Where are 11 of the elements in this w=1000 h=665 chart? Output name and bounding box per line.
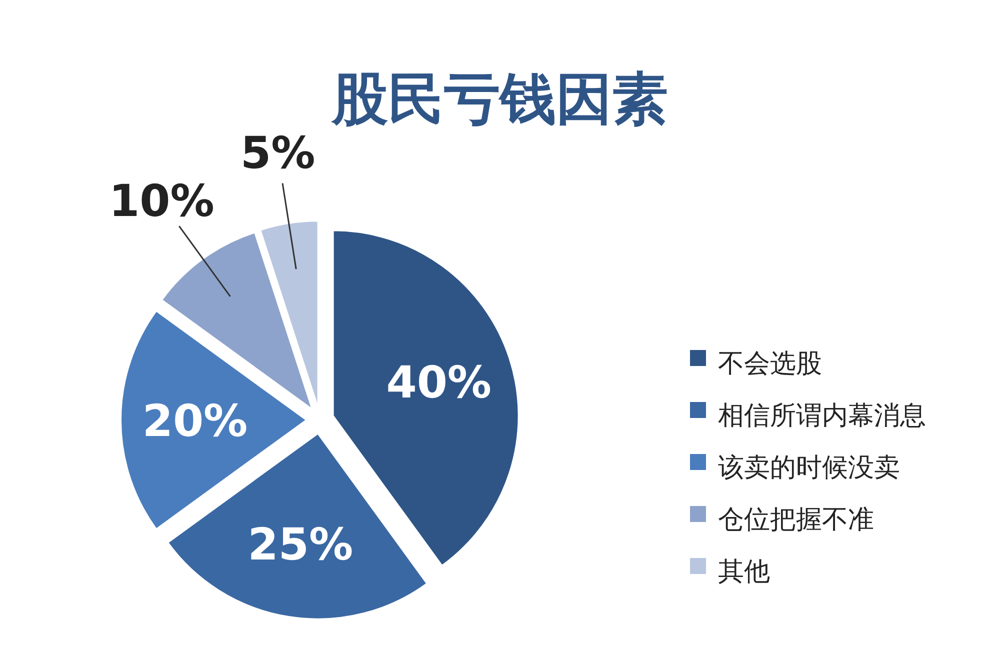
chart-title: 股民亏钱因素 [330, 67, 668, 132]
legend-label: 仓位把握不准 [718, 505, 874, 536]
legend-label: 相信所谓内幕消息 [718, 401, 926, 432]
legend-label: 该卖的时候没卖 [718, 453, 900, 484]
data-label: 20% [142, 396, 248, 447]
data-label: 25% [248, 519, 354, 570]
data-label: 10% [109, 176, 214, 228]
legend-label: 不会选股 [718, 349, 822, 380]
data-label: 40% [386, 357, 492, 408]
data-label: 5% [240, 128, 316, 180]
legend-label: 其他 [718, 557, 770, 588]
